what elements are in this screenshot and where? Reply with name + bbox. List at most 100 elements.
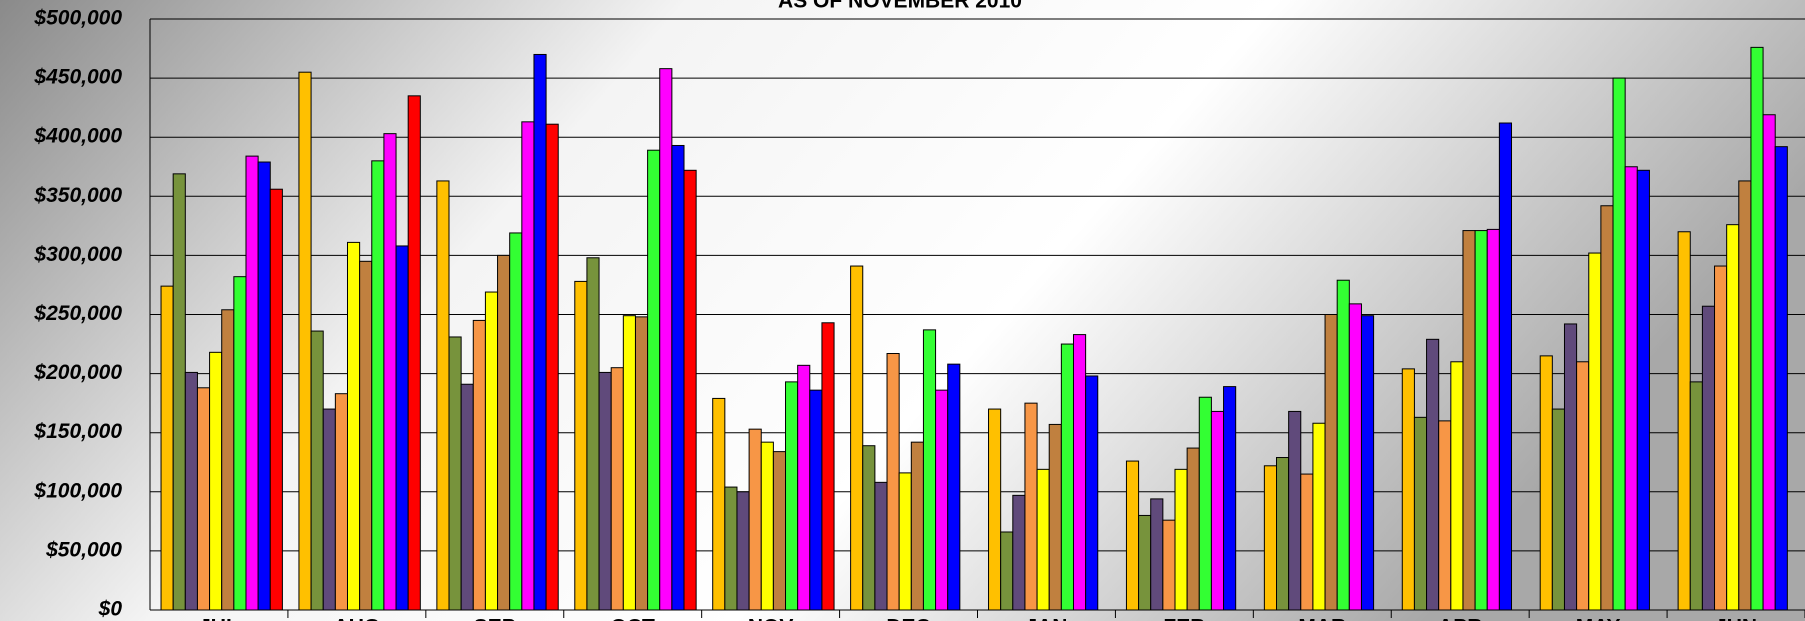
bar bbox=[1174, 468, 1188, 611]
bar bbox=[172, 173, 186, 611]
bar bbox=[533, 53, 547, 611]
x-tick-label: OCT bbox=[611, 616, 656, 621]
x-tick-label: JUN bbox=[1715, 616, 1757, 621]
x-tick-label: APR bbox=[1438, 616, 1482, 621]
bar bbox=[683, 169, 697, 611]
bar bbox=[322, 408, 336, 611]
bar bbox=[1539, 355, 1553, 611]
bar bbox=[712, 397, 726, 611]
bar bbox=[1186, 447, 1200, 611]
bar bbox=[1336, 279, 1350, 611]
bar bbox=[1726, 224, 1740, 611]
bar bbox=[1263, 465, 1278, 611]
bar bbox=[160, 285, 174, 611]
bar bbox=[1060, 343, 1074, 611]
bar bbox=[785, 381, 799, 611]
bar bbox=[922, 329, 937, 611]
bar bbox=[1138, 514, 1152, 611]
bar bbox=[1036, 468, 1050, 611]
bar bbox=[1486, 228, 1500, 611]
bar bbox=[898, 472, 912, 611]
bar bbox=[184, 371, 198, 611]
bar bbox=[1551, 408, 1565, 611]
y-tick-label: $0 bbox=[98, 598, 123, 621]
bar bbox=[886, 353, 900, 611]
bar bbox=[821, 322, 835, 611]
bar bbox=[1588, 252, 1602, 611]
bar bbox=[1714, 265, 1728, 611]
bar bbox=[671, 144, 685, 611]
bar bbox=[371, 160, 385, 611]
x-tick-label: NOV bbox=[748, 616, 794, 621]
y-tick-label: $100,000 bbox=[33, 479, 122, 502]
y-tick-label: $200,000 bbox=[33, 361, 122, 384]
bar bbox=[659, 68, 673, 611]
bar bbox=[383, 133, 397, 611]
bar bbox=[724, 486, 738, 611]
bar bbox=[1413, 416, 1428, 611]
bar bbox=[598, 371, 612, 611]
bar bbox=[1360, 315, 1375, 611]
bar bbox=[809, 389, 823, 611]
y-tick-label: $300,000 bbox=[33, 243, 122, 266]
bar bbox=[1072, 334, 1087, 611]
bar bbox=[1288, 410, 1302, 611]
bar bbox=[545, 123, 559, 611]
bar bbox=[1636, 169, 1650, 611]
bar bbox=[1000, 531, 1014, 611]
y-tick-label: $500,000 bbox=[33, 7, 122, 30]
bar bbox=[221, 309, 235, 611]
bar bbox=[574, 280, 588, 611]
bar bbox=[233, 276, 247, 611]
bar bbox=[760, 441, 774, 611]
bar bbox=[1474, 230, 1488, 611]
bar bbox=[1438, 420, 1452, 611]
bar bbox=[359, 260, 373, 611]
bar bbox=[1150, 498, 1164, 611]
bar bbox=[1276, 457, 1290, 611]
bar bbox=[1012, 494, 1026, 611]
bar bbox=[1223, 386, 1237, 611]
bar bbox=[772, 451, 787, 611]
bar bbox=[509, 232, 523, 611]
bar bbox=[988, 408, 1002, 611]
bar bbox=[298, 71, 312, 611]
bar bbox=[497, 254, 511, 611]
x-tick-label: JUL bbox=[199, 616, 239, 621]
bar bbox=[245, 155, 259, 611]
bar bbox=[436, 180, 450, 611]
bar bbox=[460, 383, 474, 611]
bar bbox=[1701, 305, 1716, 611]
bar bbox=[269, 188, 283, 611]
bar bbox=[736, 491, 750, 611]
bar bbox=[1125, 460, 1140, 611]
bar bbox=[521, 121, 535, 611]
x-tick-label: MAR bbox=[1298, 616, 1346, 621]
bar bbox=[395, 245, 409, 611]
bar bbox=[910, 441, 924, 611]
bar bbox=[196, 387, 211, 611]
bar bbox=[586, 257, 600, 611]
bar bbox=[947, 363, 961, 611]
bar bbox=[484, 291, 499, 611]
y-tick-label: $150,000 bbox=[33, 420, 122, 443]
bar bbox=[1624, 166, 1638, 611]
x-tick-label: FEB bbox=[1163, 616, 1205, 621]
bar bbox=[935, 389, 949, 611]
bar bbox=[748, 428, 762, 611]
chart-title: AS OF NOVEMBER 2010 bbox=[778, 0, 1022, 13]
bar bbox=[622, 315, 636, 611]
bar bbox=[1450, 361, 1464, 611]
bar bbox=[1324, 314, 1338, 611]
bar bbox=[797, 364, 811, 611]
bar bbox=[1198, 396, 1212, 611]
bar bbox=[874, 481, 888, 611]
y-tick-label: $350,000 bbox=[33, 184, 122, 207]
bar bbox=[310, 330, 324, 611]
bar bbox=[1048, 423, 1062, 611]
bar bbox=[334, 393, 348, 611]
bar bbox=[1576, 361, 1590, 611]
bar bbox=[1162, 519, 1176, 611]
bar bbox=[1677, 231, 1691, 611]
